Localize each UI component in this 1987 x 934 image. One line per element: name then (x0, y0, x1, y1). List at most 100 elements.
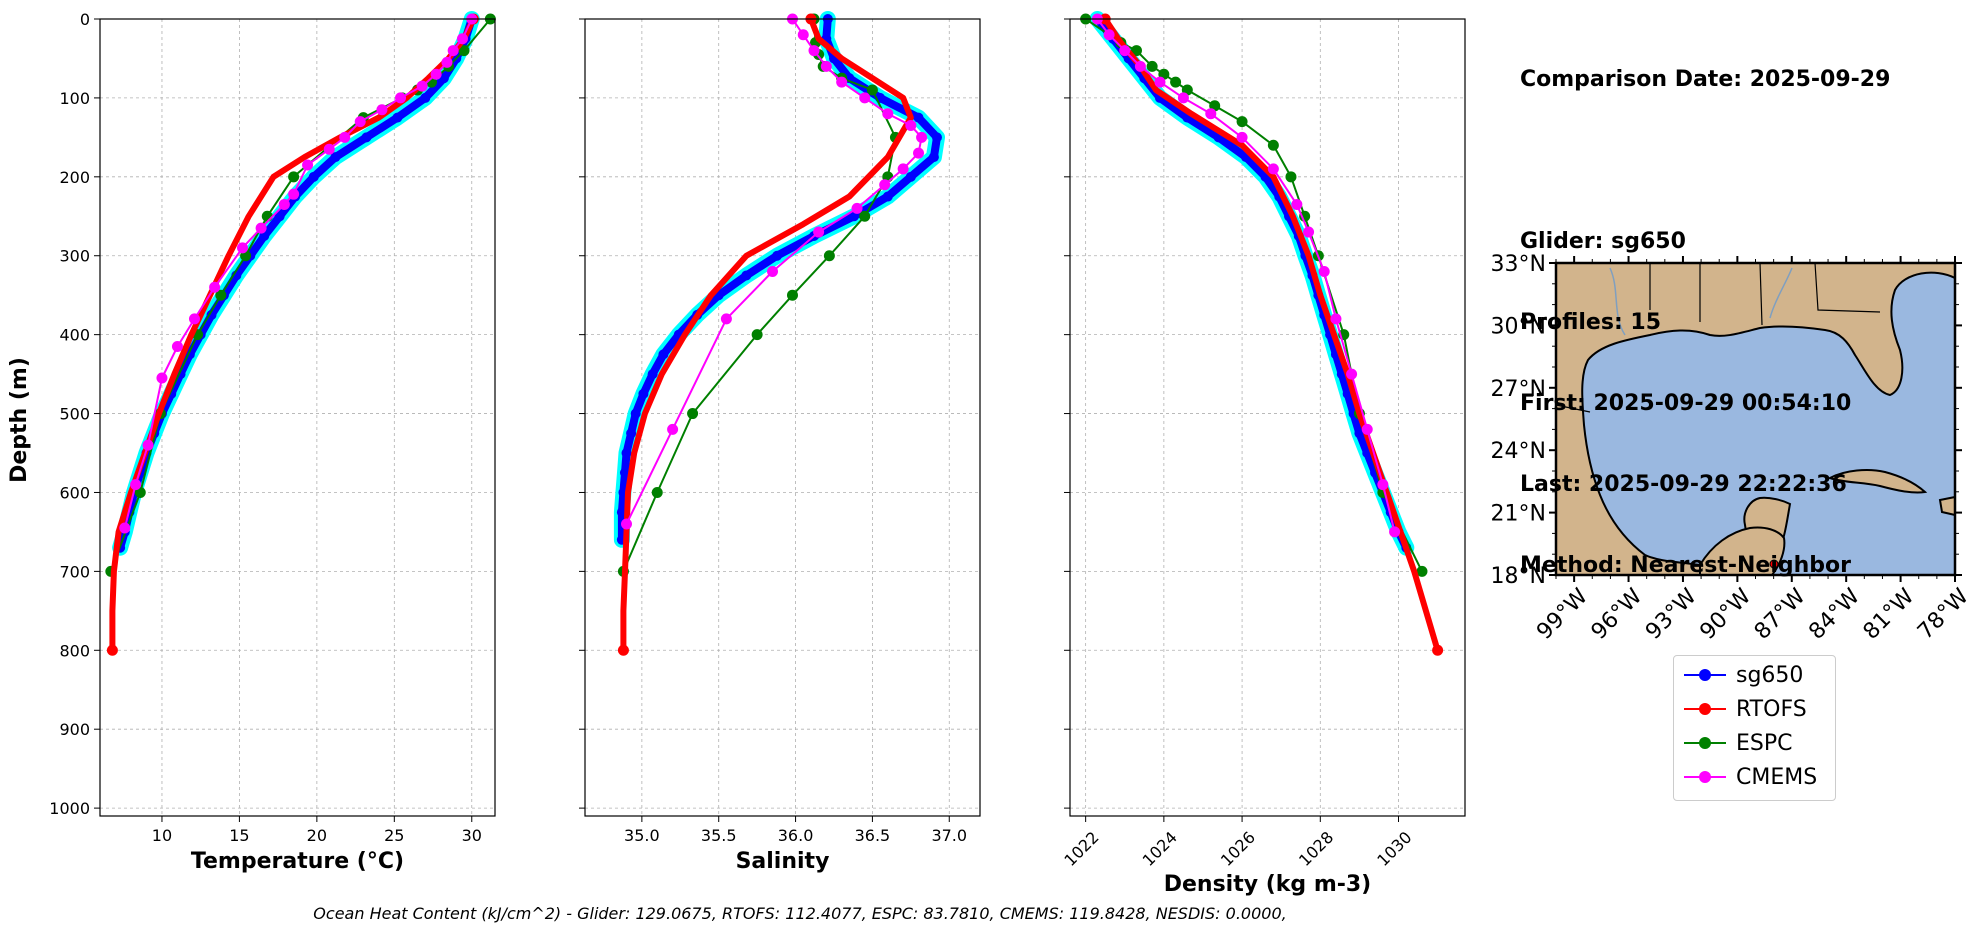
series-espc-point (215, 289, 227, 301)
series-espc-line (622, 18, 897, 573)
y-tick-label: 900 (59, 720, 90, 739)
legend-swatch (1682, 728, 1728, 758)
x-tick-label: 10 (152, 826, 172, 845)
series-sg650-point (931, 132, 942, 143)
series-cmems-line (1096, 18, 1396, 533)
map-land-cuba (1827, 469, 1928, 494)
series-cmems-point (416, 80, 428, 92)
series-sg650-point (658, 349, 669, 360)
series-sg650-point (772, 250, 783, 261)
map-lat-label: 33°N (1491, 252, 1546, 277)
legend-item-espc: ESPC (1682, 728, 1793, 758)
series-cmems-point (430, 68, 442, 80)
series-cmems-point (1134, 60, 1146, 72)
x-tick-label: 20 (307, 826, 327, 845)
density-axis-label: Density (kg m-3) (1164, 872, 1372, 897)
series-sg650-point (882, 191, 893, 202)
y-tick-label: 0 (80, 10, 90, 29)
legend-item-cmems: CMEMS (1682, 762, 1817, 792)
map-river-1 (1609, 267, 1626, 336)
legend-label: sg650 (1736, 662, 1804, 688)
map-lat-label: 24°N (1491, 439, 1546, 464)
salinity-panel: 35.0 35.5 36.0 36.5 37.0 Salinity (579, 11, 981, 874)
map-river-2 (1769, 267, 1793, 319)
map-land-yucatan (1699, 526, 1786, 576)
series-espc-point (458, 45, 470, 57)
series-espc-point (823, 250, 835, 262)
series-cmems-point (156, 372, 168, 384)
series-espc-point (288, 171, 300, 183)
series-cmems-point (395, 92, 407, 104)
series-cmems-point (1119, 45, 1131, 57)
series-sg650-point (274, 211, 285, 222)
legend-item-rtofs: RTOFS (1682, 694, 1807, 724)
series-cmems-point (1291, 198, 1303, 210)
series-espc-point (1170, 76, 1182, 88)
series-espc-point (651, 486, 663, 498)
series-cmems-point (323, 143, 335, 155)
series-espc-line (109, 18, 492, 573)
legend-label: CMEMS (1736, 764, 1818, 790)
series-sg650-point (928, 152, 939, 163)
series-espc-point (1299, 210, 1311, 222)
series-cmems-point (667, 423, 679, 435)
series-cmems-point (1103, 29, 1115, 41)
series-cmems-point (119, 522, 131, 534)
series-cmems-point (797, 29, 809, 41)
series-sg650-point (647, 369, 658, 380)
map-lon-label: 78°W (1913, 584, 1974, 645)
legend-marker (1699, 669, 1711, 681)
y-tick-label: 400 (59, 326, 90, 345)
series-cmems-point (1236, 131, 1248, 143)
series-rtofs-point (106, 644, 118, 656)
series-sg650-point (621, 448, 632, 459)
x-tick-label: 35.0 (624, 826, 660, 845)
series-cmems-point (209, 281, 221, 293)
series-cmems-point (1318, 266, 1330, 278)
x-tick-label: 36.0 (778, 826, 814, 845)
series-espc-point (1416, 565, 1428, 577)
series-cmems-point (456, 33, 468, 45)
ocean-heat-content-footer: Ocean Heat Content (kJ/cm^2) - Glider: 1… (313, 904, 1287, 923)
x-tick-label: 1030 (1373, 828, 1415, 870)
series-sg650-point (905, 171, 916, 182)
series-sg650-point (626, 428, 637, 439)
comparison-date: Comparison Date: 2025-09-29 (1520, 67, 1891, 92)
series-sg650-point (1354, 428, 1365, 439)
series-cmems-point (879, 179, 891, 191)
legend-label: ESPC (1736, 730, 1793, 756)
series-rtofs-point (617, 644, 629, 656)
map-rivers (1609, 267, 1793, 336)
glider-name: Glider: sg650 (1520, 229, 1686, 254)
series-rtofs-line (1102, 16, 1441, 654)
series-sg650-point (913, 112, 924, 123)
map-borders (1555, 262, 1881, 413)
series-cmems-point (820, 60, 832, 72)
legend-marker (1699, 771, 1711, 783)
series-espc-point (261, 210, 273, 222)
x-tick-label: 37.0 (931, 826, 967, 845)
info-block: Comparison Date: 2025-09-29 Glider: sg65… (1520, 12, 1890, 606)
series-cmems-point (836, 76, 848, 88)
y-tick-label: 600 (59, 483, 90, 502)
series-cmems-point (851, 202, 863, 214)
series-cmems-point (916, 131, 928, 143)
last-time: Last: 2025-09-29 22:22:36 (1520, 472, 1847, 497)
legend-swatch (1682, 762, 1728, 792)
y-tick-label: 500 (59, 405, 90, 424)
y-tick-label: 800 (59, 641, 90, 660)
map-lat-label: 27°N (1491, 377, 1546, 402)
series-cmems-point (130, 479, 142, 491)
series-espc-point (1130, 45, 1142, 57)
series-espc-point (1236, 116, 1248, 128)
legend-item-sg650: sg650 (1682, 660, 1803, 690)
series-sg650-point (330, 152, 341, 163)
series-sg650-point (206, 309, 217, 320)
temperature-axes-frame (99, 18, 496, 817)
series-cmems-point (1346, 368, 1358, 380)
first-time: First: 2025-09-29 00:54:10 (1520, 391, 1852, 416)
series-sg650-halo (613, 11, 945, 548)
method: Method: Nearest-Neighbor (1520, 553, 1851, 578)
series-cmems-point (447, 45, 459, 57)
